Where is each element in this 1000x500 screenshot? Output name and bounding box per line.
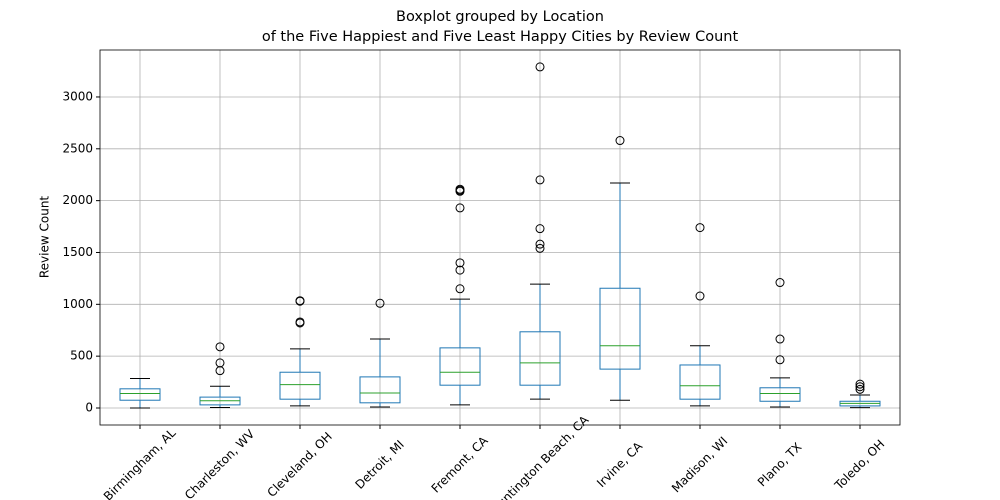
y-tick-label: 3000: [62, 89, 93, 103]
flier: [215, 358, 225, 368]
flier: [295, 317, 305, 327]
y-tick-label: 0: [85, 400, 93, 414]
x-tick-label: Fremont, CA: [429, 433, 492, 496]
box: [679, 364, 721, 400]
flier: [375, 298, 385, 308]
flier: [455, 265, 465, 275]
x-tick-label: Plano, TX: [755, 440, 805, 490]
flier: [855, 384, 865, 394]
box: [359, 376, 401, 404]
flier: [855, 382, 865, 392]
box: [439, 347, 481, 386]
box: [599, 287, 641, 370]
x-tick-label: Birmingham, AL: [101, 426, 179, 500]
flier: [535, 239, 545, 249]
flier: [295, 296, 305, 306]
flier: [455, 203, 465, 213]
flier: [615, 136, 625, 146]
flier: [215, 342, 225, 352]
y-tick-label: 1500: [62, 245, 93, 259]
flier: [535, 62, 545, 72]
y-axis-label: Review Count: [38, 196, 52, 279]
flier: [775, 278, 785, 288]
flier: [855, 379, 865, 389]
flier: [455, 258, 465, 268]
y-tick-label: 2500: [62, 141, 93, 155]
flier: [535, 175, 545, 185]
flier: [535, 224, 545, 234]
x-tick-label: Detroit, MI: [352, 437, 406, 491]
flier: [455, 184, 465, 194]
flier: [775, 334, 785, 344]
box: [519, 331, 561, 386]
x-tick-label: Irvine, CA: [594, 439, 646, 491]
box: [759, 387, 801, 402]
flier: [695, 291, 705, 301]
chart-subtitle: of the Five Happiest and Five Least Happ…: [262, 29, 739, 45]
flier: [455, 284, 465, 294]
x-tick-label: Cleveland, OH: [264, 429, 334, 499]
box: [119, 388, 161, 401]
x-tick-label: Madison, WI: [669, 434, 730, 495]
y-tick-label: 2000: [62, 193, 93, 207]
x-tick-label: Toledo, OH: [831, 437, 887, 493]
flier: [695, 223, 705, 233]
chart-title: Boxplot grouped by Location: [396, 9, 604, 25]
flier: [775, 355, 785, 365]
flier: [535, 243, 545, 253]
box: [279, 371, 321, 400]
y-tick-label: 500: [70, 349, 93, 363]
x-tick-label: Charleston, WV: [182, 426, 258, 500]
plot-frame: [99, 49, 901, 426]
y-tick-label: 1000: [62, 297, 93, 311]
